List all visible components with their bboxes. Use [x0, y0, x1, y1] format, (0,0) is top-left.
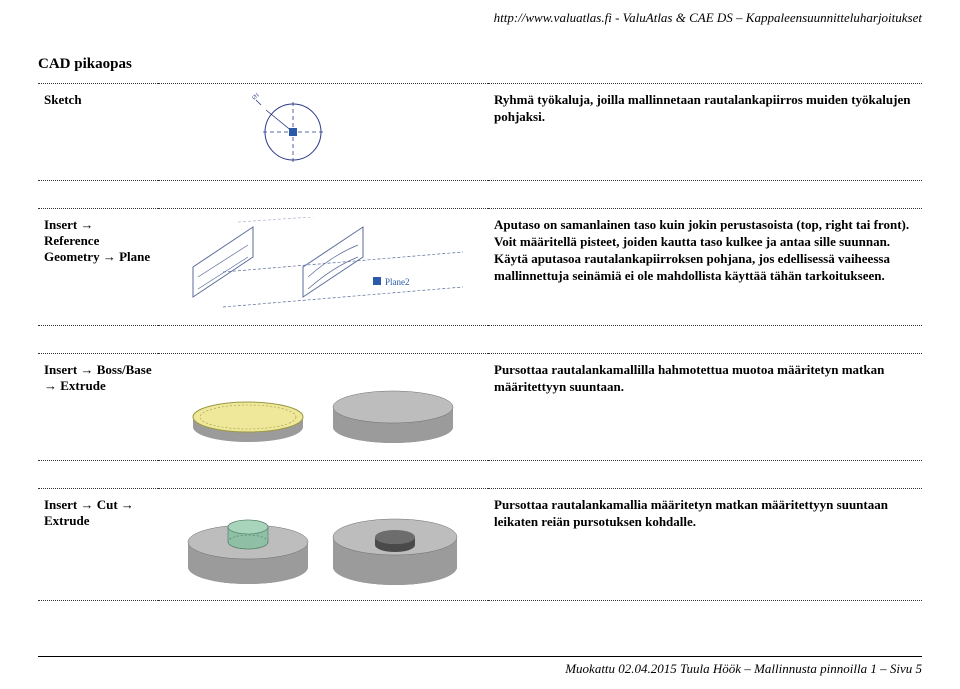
figure-cell: Plane2	[158, 209, 488, 326]
desc-cell: Ryhmä työkaluja, joilla mallinnetaan rau…	[488, 84, 922, 181]
footer-rule	[38, 656, 922, 657]
cmd-cell: Insert → Boss/Base → Extrude	[38, 354, 158, 461]
desc-cell: Pursottaa rautalankamallilla hahmotettua…	[488, 354, 922, 461]
table-row: Insert → Boss/Base → Extrude Pursottaa r…	[38, 354, 922, 461]
cut-extrude-figure	[183, 497, 463, 592]
svg-text:Ø1: Ø1	[251, 92, 260, 101]
footer-text: Muokattu 02.04.2015 Tuula Höök – Mallinn…	[565, 661, 922, 677]
table-row: Insert → Cut → Extrude	[38, 489, 922, 601]
figure-cell: Ø1	[158, 84, 488, 181]
cmd-cell: Sketch	[38, 84, 158, 181]
desc-cell: Aputaso on samanlainen taso kuin jokin p…	[488, 209, 922, 326]
table-row: Insert → Reference Geometry → Plane Plan…	[38, 209, 922, 326]
extrude-figure	[183, 362, 463, 452]
desc-cell: Pursottaa rautalankamallia määritetyn ma…	[488, 489, 922, 601]
cmd-cell: Insert → Reference Geometry → Plane	[38, 209, 158, 326]
cmd-cell: Insert → Cut → Extrude	[38, 489, 158, 601]
svg-text:Plane2: Plane2	[385, 277, 410, 287]
plane-figure: Plane2	[173, 217, 473, 317]
figure-cell	[158, 354, 488, 461]
header-url: http://www.valuatlas.fi - ValuAtlas & CA…	[38, 10, 922, 26]
table-row: Sketch Ø1 Ryhmä työkaluja, joilla mallin…	[38, 84, 922, 181]
figure-cell	[158, 489, 488, 601]
instructions-table: Sketch Ø1 Ryhmä työkaluja, joilla mallin…	[38, 83, 922, 601]
sketch-figure: Ø1	[248, 92, 398, 172]
page-title: CAD pikaopas	[38, 56, 922, 73]
